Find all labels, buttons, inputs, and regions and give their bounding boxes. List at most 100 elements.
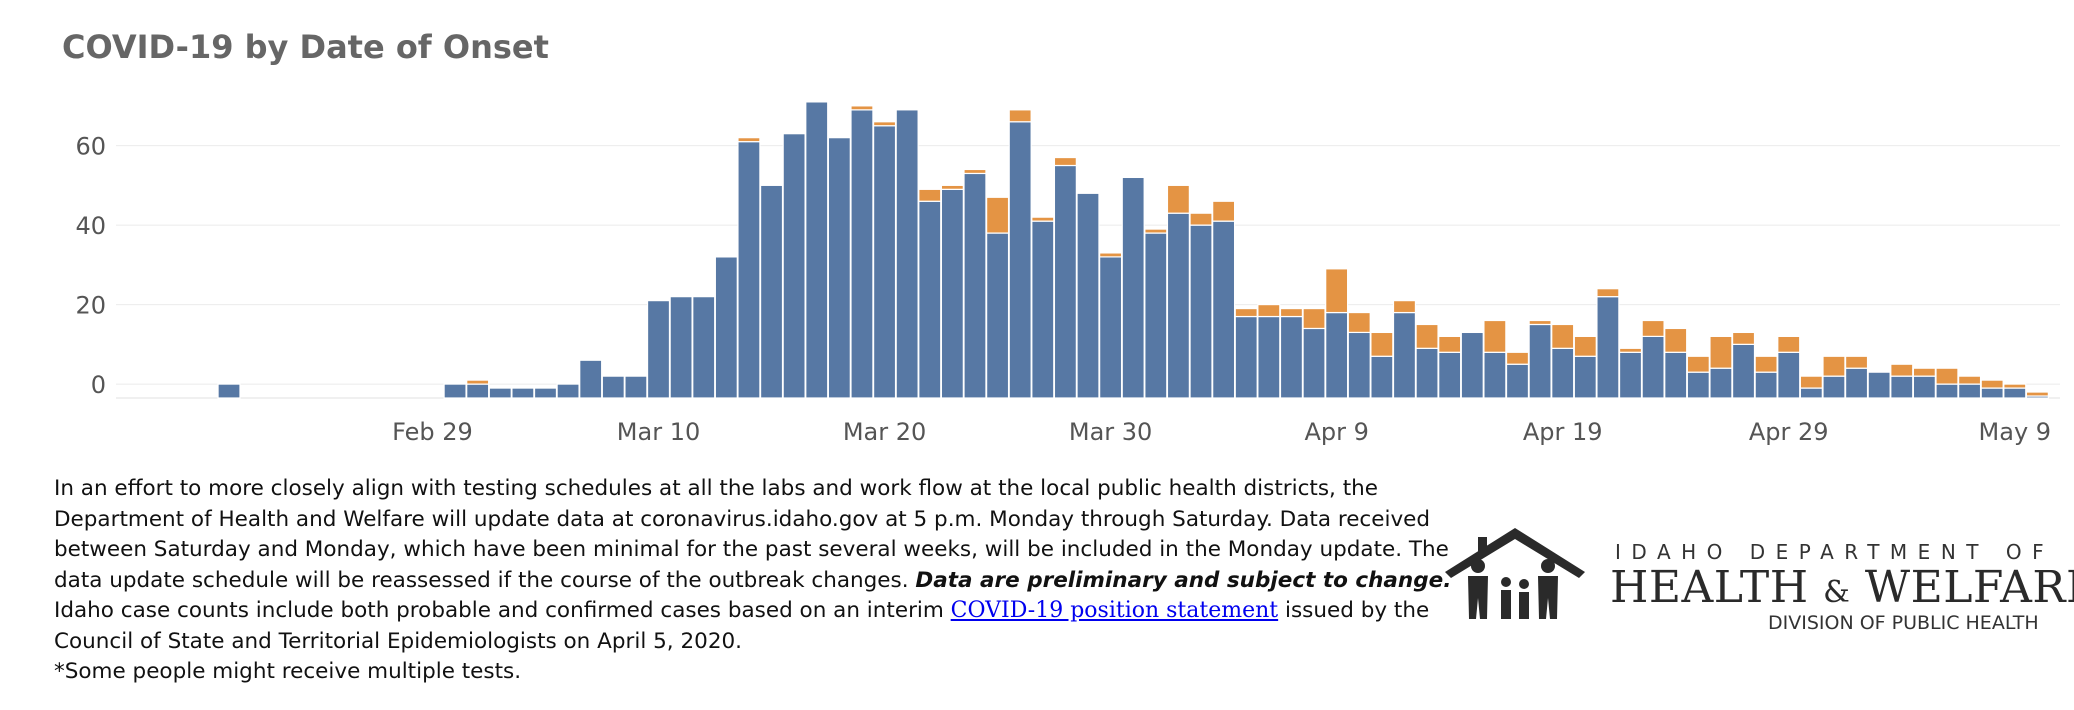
bar-confirmed (737, 141, 761, 399)
bar-confirmed (918, 200, 942, 399)
bar-confirmed (1799, 387, 1823, 399)
bar-confirmed (488, 387, 512, 399)
bar-probable (1189, 212, 1213, 226)
disclaimer-text-1: In an effort to more closely align with … (54, 476, 1449, 593)
bar-confirmed (1325, 311, 1349, 399)
bar-confirmed (1935, 383, 1959, 399)
bar-confirmed (1618, 351, 1643, 399)
onset-bar-chart: 0 20 40 60 Feb 29 Mar 10 Mar 20 Mar 30 Apr 9 Apr… (75, 101, 2060, 446)
preliminary-warning: Data are preliminary and subject to chan… (915, 567, 1452, 593)
bar-confirmed (986, 232, 1010, 399)
bar-confirmed (1483, 351, 1507, 399)
bar-probable (2003, 383, 2027, 389)
bar-probable (1822, 355, 1846, 377)
bar-confirmed (805, 101, 829, 399)
bar-probable (986, 196, 1010, 234)
bar-confirmed (1686, 371, 1710, 399)
bar-confirmed (1392, 311, 1417, 399)
bar-confirmed (556, 383, 580, 399)
bar-probable (1347, 311, 1371, 334)
bar-confirmed (1822, 375, 1846, 399)
bar-probable (1686, 355, 1710, 373)
bar-probable (1980, 379, 2004, 389)
bar-confirmed (1754, 371, 1778, 399)
bar-confirmed (669, 296, 693, 399)
bar-confirmed (1144, 232, 1168, 399)
bar-probable (1754, 355, 1778, 373)
bar-confirmed (1777, 351, 1801, 399)
bar-confirmed (1234, 315, 1258, 399)
bar-confirmed (579, 359, 603, 399)
bar-probable (1325, 268, 1349, 314)
bar-probable (2025, 391, 2049, 397)
bar-confirmed (1347, 331, 1371, 399)
bar-probable (1370, 331, 1394, 357)
bar-confirmed (1912, 375, 1936, 399)
data-disclaimer: In an effort to more closely align with … (54, 474, 1454, 688)
bar-confirmed (646, 300, 671, 399)
x-tick-label: Apr 19 (1523, 418, 1603, 446)
bar-confirmed (1415, 347, 1439, 399)
bar-confirmed (692, 296, 716, 399)
bar-confirmed (1664, 351, 1688, 399)
bar-probable (1099, 252, 1123, 258)
bar-confirmed (1641, 335, 1665, 399)
bar-confirmed (466, 383, 490, 399)
bar-confirmed (782, 133, 806, 399)
bar-confirmed (511, 387, 535, 399)
bar-probable (1709, 335, 1733, 369)
bar-confirmed (1573, 355, 1597, 399)
bar-probable (1528, 319, 1552, 326)
bar-confirmed (1370, 355, 1394, 399)
disclaimer-text-3: issued by the Council of State and Terri… (54, 598, 1430, 654)
bar-probable (1890, 363, 1914, 377)
family-house-icon (1445, 528, 1585, 619)
bar-confirmed (1528, 323, 1552, 399)
bar-confirmed (1505, 363, 1530, 399)
bar-probable (1166, 184, 1190, 214)
bar-probable (1031, 216, 1055, 222)
x-axis: Feb 29 Mar 10 Mar 20 Mar 30 Apr 9 Apr 19 Apr 2… (392, 418, 2051, 446)
bar-probable (1799, 375, 1823, 389)
logo-line-division: DIVISION OF PUBLIC HEALTH (1768, 612, 2039, 634)
bar-confirmed (1212, 220, 1236, 399)
bar-confirmed (1031, 220, 1055, 399)
bar-confirmed (1279, 315, 1304, 399)
logo-word-health: HEALTH (1610, 562, 1809, 613)
bar-probable (1257, 303, 1281, 318)
x-tick-label: Mar 30 (1069, 418, 1152, 446)
bar-confirmed (759, 184, 784, 399)
x-tick-label: Mar 20 (843, 418, 926, 446)
bar-confirmed (1008, 121, 1032, 399)
bar-probable (1212, 200, 1236, 222)
bar-probable (1392, 300, 1417, 314)
y-tick-label: 0 (91, 371, 106, 399)
bar-probable (1596, 288, 1620, 298)
multiple-tests-note: *Some people might receive multiple test… (54, 659, 522, 684)
bar-probable (1912, 367, 1936, 377)
bar-confirmed (1980, 387, 2004, 399)
x-tick-label: Apr 9 (1304, 418, 1368, 446)
bar-confirmed (1166, 212, 1190, 399)
bar-probable (1958, 375, 1982, 385)
y-tick-label: 20 (75, 292, 106, 320)
bar-confirmed (1189, 224, 1213, 399)
x-tick-label: Feb 29 (392, 418, 473, 446)
bar-probable (1144, 228, 1168, 234)
position-statement-link[interactable]: COVID-19 position statement (950, 598, 1279, 623)
x-tick-label: May 9 (1979, 418, 2052, 446)
bar-confirmed (940, 188, 964, 399)
y-tick-label: 60 (75, 133, 106, 161)
x-tick-label: Apr 29 (1749, 418, 1829, 446)
bar-probable (1777, 335, 1801, 353)
bar-confirmed (1731, 343, 1756, 399)
bar-confirmed (1844, 367, 1869, 399)
bar-confirmed (1121, 176, 1145, 399)
bar-confirmed (1438, 351, 1462, 399)
bar-probable (872, 121, 897, 127)
bar-probable (1008, 109, 1032, 123)
logo-line-health-welfare: HEALTH & WELFARE (1610, 562, 2074, 613)
bar-confirmed (1053, 164, 1077, 399)
bar-probable (1483, 319, 1507, 353)
bar-probable (1664, 327, 1688, 353)
